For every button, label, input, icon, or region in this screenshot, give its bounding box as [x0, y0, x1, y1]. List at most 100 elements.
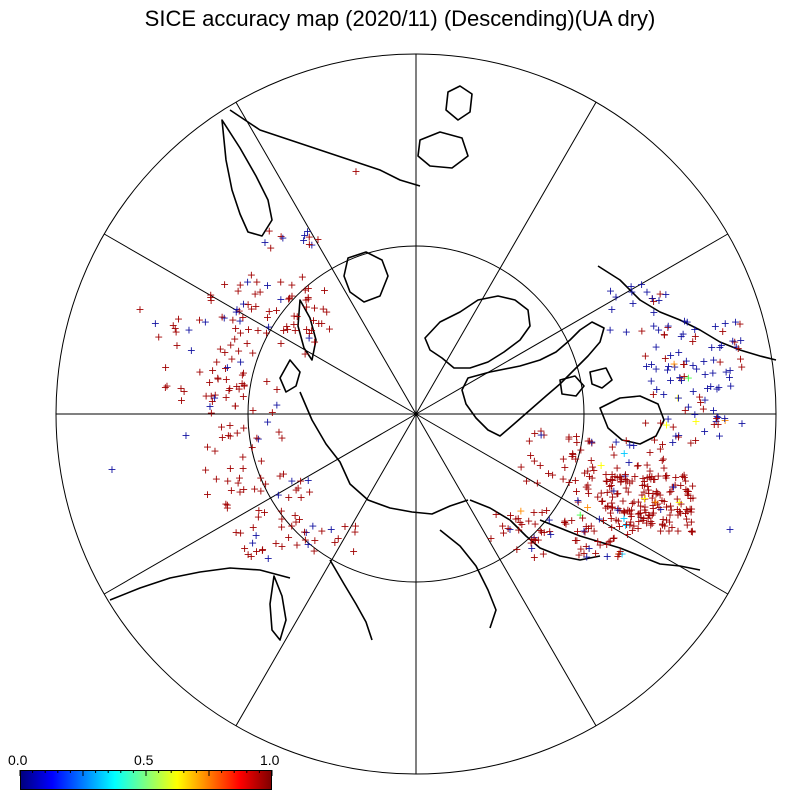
sea-ice-marker: + — [717, 339, 726, 352]
sea-ice-marker: + — [606, 473, 615, 486]
sea-ice-marker: + — [536, 524, 545, 537]
sea-ice-marker: + — [560, 516, 569, 529]
sea-ice-marker: + — [560, 461, 569, 474]
sea-ice-marker: + — [598, 494, 607, 507]
sea-ice-marker: + — [627, 280, 636, 293]
sea-ice-marker: + — [297, 491, 306, 504]
sea-ice-marker: + — [682, 503, 691, 516]
sea-ice-marker: + — [642, 458, 651, 471]
sea-ice-marker: + — [253, 324, 262, 337]
sea-ice-marker: + — [691, 415, 700, 428]
island — [559, 375, 585, 397]
sea-ice-marker: + — [673, 503, 682, 516]
sea-ice-marker: + — [560, 514, 569, 527]
sea-ice-marker: + — [665, 516, 674, 529]
sea-ice-marker: + — [667, 521, 676, 534]
sea-ice-marker: + — [232, 306, 241, 319]
sea-ice-marker: + — [233, 426, 242, 439]
graticule — [55, 53, 777, 775]
sea-ice-marker: + — [228, 314, 237, 327]
sea-ice-marker: + — [298, 270, 307, 283]
sea-ice-marker: + — [239, 297, 248, 310]
sea-ice-marker: + — [264, 552, 273, 565]
sea-ice-marker: + — [511, 513, 520, 526]
sea-ice-marker: + — [668, 436, 677, 449]
sea-ice-marker: + — [607, 303, 616, 316]
sea-ice-marker: + — [580, 466, 589, 479]
sea-ice-marker: + — [179, 385, 188, 398]
sea-ice-marker: + — [680, 314, 689, 327]
sea-ice-marker: + — [243, 276, 252, 289]
sea-ice-marker: + — [666, 374, 675, 387]
sea-ice-marker: + — [659, 388, 668, 401]
sea-ice-marker: + — [262, 375, 271, 388]
sea-ice-marker: + — [254, 504, 263, 517]
sea-ice-marker: + — [287, 290, 296, 303]
sea-ice-marker: + — [607, 479, 616, 492]
sea-ice-marker: + — [291, 509, 300, 522]
sea-ice-marker: + — [220, 346, 229, 359]
sea-ice-marker: + — [680, 358, 689, 371]
sea-ice-marker: + — [232, 526, 241, 539]
sea-ice-marker: + — [545, 525, 554, 538]
sea-ice-marker: + — [730, 336, 739, 349]
sea-ice-marker: + — [628, 297, 637, 310]
sea-ice-marker: + — [232, 303, 241, 316]
sea-ice-marker: + — [589, 464, 598, 477]
sea-ice-marker: + — [582, 540, 591, 553]
sea-ice-marker: + — [583, 479, 592, 492]
colorbar-mid-label: 0.5 — [134, 752, 154, 768]
sea-ice-marker: + — [591, 547, 600, 560]
sea-ice-marker: + — [673, 524, 682, 537]
sea-ice-marker: + — [227, 353, 236, 366]
sea-ice-marker: + — [618, 495, 627, 508]
sea-ice-marker: + — [247, 269, 256, 282]
sea-ice-marker: + — [695, 390, 704, 403]
sea-ice-marker: + — [212, 356, 221, 369]
sea-ice-marker: + — [305, 230, 314, 243]
sea-ice-marker: + — [305, 238, 314, 251]
sea-ice-marker: + — [231, 322, 240, 335]
sea-ice-marker: + — [278, 231, 287, 244]
meridian-line — [235, 413, 417, 727]
sea-ice-marker: + — [248, 441, 257, 454]
sea-ice-marker: + — [623, 503, 632, 516]
sea-ice-marker: + — [506, 509, 515, 522]
sea-ice-marker: + — [637, 325, 646, 338]
sea-ice-marker: + — [559, 472, 568, 485]
sea-ice-marker: + — [633, 522, 642, 535]
sea-ice-marker: + — [709, 404, 718, 417]
sea-ice-marker: + — [252, 276, 261, 289]
sea-ice-marker: + — [265, 225, 274, 238]
sea-ice-marker: + — [572, 534, 581, 547]
sea-ice-marker: + — [276, 337, 285, 350]
sea-ice-marker: + — [699, 402, 708, 415]
sea-ice-marker: + — [609, 448, 618, 461]
sea-ice-marker: + — [498, 519, 507, 532]
sea-ice-marker: + — [568, 447, 577, 460]
sea-ice-marker: + — [161, 361, 170, 374]
sea-ice-marker: + — [582, 551, 591, 564]
sea-ice-marker: + — [607, 485, 616, 498]
sea-ice-marker: + — [322, 305, 331, 318]
sea-ice-marker: + — [660, 328, 669, 341]
sea-ice-marker: + — [725, 523, 734, 536]
sea-ice-marker: + — [608, 490, 617, 503]
sea-ice-marker: + — [251, 529, 260, 542]
sea-ice-marker: + — [666, 500, 675, 513]
sea-ice-marker: + — [310, 302, 319, 315]
sea-ice-marker: + — [650, 434, 659, 447]
sea-ice-marker: + — [680, 471, 689, 484]
sea-ice-marker: + — [295, 513, 304, 526]
sea-ice-marker: + — [736, 353, 745, 366]
sea-ice-marker: + — [668, 480, 677, 493]
sea-ice-marker: + — [683, 484, 692, 497]
sea-ice-marker: + — [258, 544, 267, 557]
sea-ice-marker: + — [649, 507, 658, 520]
sea-ice-marker: + — [223, 474, 232, 487]
sea-ice-marker: + — [536, 459, 545, 472]
sea-ice-marker: + — [208, 364, 217, 377]
sea-ice-marker: + — [656, 443, 665, 456]
sea-ice-marker: + — [236, 526, 245, 539]
sea-ice-marker: + — [206, 294, 215, 307]
